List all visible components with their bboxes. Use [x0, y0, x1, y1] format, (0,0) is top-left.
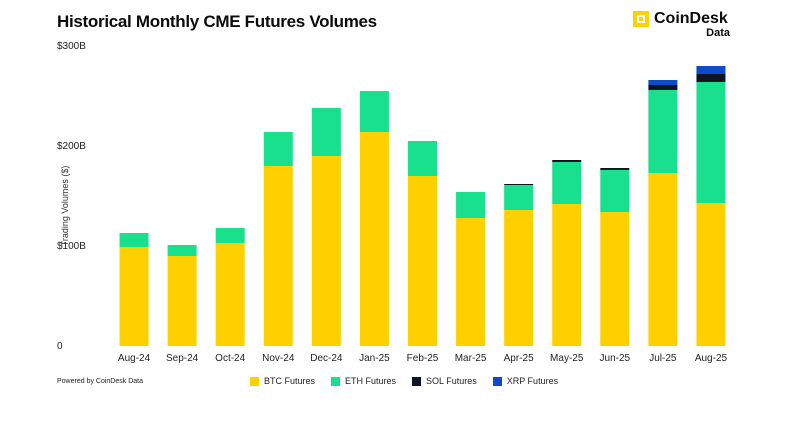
legend-label: XRP Futures [506, 376, 559, 386]
x-tick-label: May-25 [550, 353, 584, 364]
bar-eth-futures [456, 192, 486, 218]
legend-item: ETH Futures [331, 376, 396, 386]
x-tick-label: Sep-24 [166, 353, 199, 364]
legend-item: BTC Futures [250, 376, 315, 386]
bar-eth-futures [359, 91, 389, 132]
bar-sol-futures [552, 160, 582, 162]
x-tick-label: Aug-25 [695, 353, 728, 364]
bar-btc-futures [359, 132, 389, 346]
logo-name: CoinDesk [654, 10, 728, 27]
y-axis-ticks: 0 $100B $200B $300B [57, 41, 86, 352]
bar-eth-futures [648, 90, 678, 173]
x-tick-label: Jan-25 [359, 353, 390, 364]
x-tick-label: Jul-25 [649, 353, 677, 364]
x-tick-label: Oct-24 [215, 353, 245, 364]
bar-eth-futures [311, 108, 341, 156]
bar-btc-futures [552, 204, 582, 346]
x-axis-ticks: Aug-24 Sep-24 Oct-24 Nov-24 Dec-24 Jan-25 Feb-… [118, 353, 728, 364]
bar-eth-futures [552, 162, 582, 204]
legend-swatch [250, 376, 259, 386]
y-tick-label: 0 [57, 341, 63, 352]
bar-eth-futures [167, 245, 197, 256]
bar-sol-futures [696, 74, 726, 82]
bar-xrp-futures [696, 66, 726, 74]
legend-label: ETH Futures [345, 376, 397, 386]
x-tick-label: Dec-24 [310, 353, 343, 364]
bar-eth-futures [600, 170, 630, 212]
y-tick-label: $100B [57, 241, 86, 252]
bar-btc-futures [504, 210, 534, 346]
bar-btc-futures [408, 176, 437, 346]
legend-item: SOL Futures [412, 376, 477, 386]
bar-btc-futures [263, 166, 293, 346]
bar-eth-futures [696, 82, 726, 203]
bar-eth-futures [215, 228, 245, 243]
x-tick-label: Jun-25 [600, 353, 631, 364]
y-tick-label: $300B [57, 41, 86, 52]
legend: BTC Futures ETH Futures SOL Futures XRP Fut… [250, 376, 558, 386]
legend-swatch [412, 376, 422, 386]
legend-item: XRP Futures [492, 376, 559, 386]
legend-swatch [492, 376, 502, 386]
coindesk-logo-icon [633, 11, 649, 27]
bar-eth-futures [408, 141, 437, 176]
x-tick-label: Feb-25 [407, 353, 439, 364]
coindesk-logo: CoinDesk Data [632, 10, 742, 42]
chart-title: Historical Monthly CME Futures Volumes [57, 12, 377, 31]
logo-sub: Data [706, 27, 730, 39]
bar-btc-futures [167, 256, 197, 346]
bars [119, 66, 726, 346]
x-tick-label: Mar-25 [455, 353, 487, 364]
bar-btc-futures [600, 212, 630, 346]
bar-sol-futures [648, 85, 678, 90]
bar-btc-futures [696, 203, 726, 346]
x-tick-label: Nov-24 [262, 353, 295, 364]
legend-swatch [331, 376, 341, 386]
bar-eth-futures [119, 233, 149, 247]
x-tick-label: Aug-24 [118, 353, 151, 364]
bar-btc-futures [456, 218, 486, 346]
x-tick-label: Apr-25 [504, 353, 534, 364]
bar-xrp-futures [648, 80, 678, 85]
bar-eth-futures [504, 185, 534, 210]
bar-btc-futures [215, 243, 245, 346]
bar-btc-futures [311, 156, 341, 346]
y-tick-label: $200B [57, 141, 86, 152]
y-axis-label: Trading Volumes ($) [60, 166, 70, 247]
bar-sol-futures [504, 184, 534, 185]
bar-eth-futures [263, 132, 293, 166]
bar-btc-futures [648, 173, 678, 346]
bar-btc-futures [119, 247, 149, 346]
bar-sol-futures [600, 168, 630, 170]
legend-label: SOL Futures [426, 376, 477, 386]
footer-credit: Powered by CoinDesk Data [57, 378, 143, 385]
legend-label: BTC Futures [264, 376, 316, 386]
